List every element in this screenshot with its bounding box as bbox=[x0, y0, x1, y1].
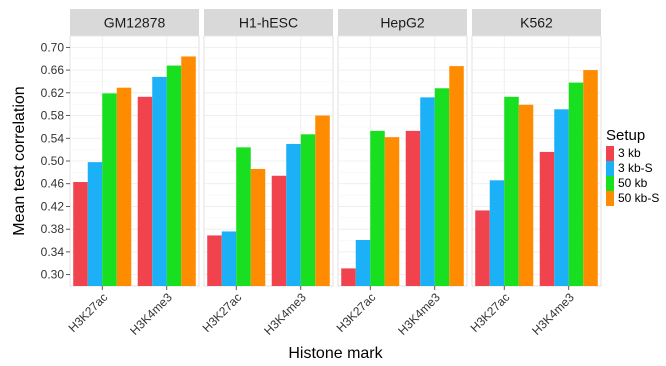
bar-GM12878-H3K4me3-3-kb-S bbox=[152, 76, 167, 286]
bar-H1-hESC-H3K4me3-50-kb bbox=[300, 134, 316, 286]
bar-HepG2-H3K27ac-3-kb-S bbox=[355, 239, 371, 286]
facet-strip bbox=[70, 9, 199, 36]
y-tick-label: 0.30 bbox=[41, 268, 65, 282]
bar-HepG2-H3K4me3-50-kb bbox=[434, 88, 450, 287]
bar-H1-hESC-H3K27ac-50-kb-S bbox=[250, 168, 266, 286]
bar-HepG2-H3K4me3-3-kb-S bbox=[420, 97, 435, 286]
facet-label: H1-hESC bbox=[239, 15, 298, 31]
bar-GM12878-H3K4me3-3-kb bbox=[137, 96, 153, 286]
bar-K562-H3K4me3-50-kb-S bbox=[583, 70, 598, 286]
y-tick-label: 0.70 bbox=[41, 40, 65, 54]
y-tick-label: 0.58 bbox=[41, 109, 65, 123]
y-tick-label: 0.38 bbox=[41, 222, 65, 236]
bar-HepG2-H3K27ac-3-kb bbox=[341, 268, 356, 286]
x-tick-label: H3K27ac bbox=[334, 290, 379, 335]
x-axis-title: Histone mark bbox=[288, 345, 383, 362]
bar-GM12878-H3K4me3-50-kb bbox=[166, 65, 182, 286]
bar-K562-H3K27ac-3-kb bbox=[475, 210, 490, 286]
legend-label: 50 kb bbox=[618, 176, 648, 190]
x-tick-label: H3K4me3 bbox=[261, 290, 309, 338]
bar-GM12878-H3K27ac-3-kb bbox=[73, 182, 88, 286]
bar-HepG2-H3K4me3-3-kb bbox=[405, 130, 421, 286]
bar-K562-H3K27ac-50-kb bbox=[504, 96, 519, 286]
facet-label: GM12878 bbox=[104, 15, 166, 31]
facet-strip bbox=[204, 9, 333, 36]
legend-key bbox=[606, 176, 614, 191]
bar-HepG2-H3K27ac-50-kb bbox=[370, 130, 385, 286]
bar-K562-H3K4me3-50-kb bbox=[568, 82, 584, 286]
y-tick-label: 0.50 bbox=[41, 154, 65, 168]
x-tick-label: H3K27ac bbox=[200, 290, 245, 335]
y-axis-title: Mean test correlation bbox=[11, 86, 28, 235]
legend-label: 3 kb bbox=[618, 146, 641, 160]
legend-key bbox=[606, 146, 614, 161]
x-tick-label: H3K4me3 bbox=[127, 290, 175, 338]
x-tick-label: H3K27ac bbox=[66, 290, 111, 335]
bar-K562-H3K4me3-3-kb bbox=[539, 151, 555, 286]
legend-label: 50 kb-S bbox=[618, 191, 659, 205]
bar-GM12878-H3K27ac-50-kb-S bbox=[116, 87, 132, 286]
bar-K562-H3K4me3-3-kb-S bbox=[554, 109, 569, 286]
legend-label: 3 kb-S bbox=[618, 161, 653, 175]
bar-GM12878-H3K27ac-3-kb-S bbox=[87, 162, 103, 286]
facet-label: K562 bbox=[520, 15, 553, 31]
bar-K562-H3K27ac-3-kb-S bbox=[489, 180, 505, 286]
x-tick-label: H3K27ac bbox=[468, 290, 513, 335]
bar-H1-hESC-H3K4me3-3-kb bbox=[271, 175, 287, 286]
bar-H1-hESC-H3K27ac-3-kb bbox=[207, 235, 222, 286]
bar-GM12878-H3K27ac-50-kb bbox=[102, 93, 117, 286]
bar-K562-H3K27ac-50-kb-S bbox=[518, 104, 534, 286]
bar-GM12878-H3K4me3-50-kb-S bbox=[181, 56, 196, 287]
bar-H1-hESC-H3K4me3-50-kb-S bbox=[315, 115, 330, 286]
y-tick-label: 0.42 bbox=[41, 199, 65, 213]
bar-H1-hESC-H3K27ac-50-kb bbox=[236, 147, 251, 286]
x-tick-label: H3K4me3 bbox=[529, 290, 577, 338]
facet-strip bbox=[338, 9, 467, 36]
y-tick-label: 0.62 bbox=[41, 86, 65, 100]
y-tick-label: 0.46 bbox=[41, 177, 65, 191]
y-tick-label: 0.54 bbox=[41, 131, 65, 145]
legend-key bbox=[606, 191, 614, 206]
bar-H1-hESC-H3K4me3-3-kb-S bbox=[286, 143, 301, 286]
facet-label: HepG2 bbox=[380, 15, 425, 31]
y-tick-label: 0.66 bbox=[41, 63, 65, 77]
legend-title: Setup bbox=[606, 127, 645, 144]
bar-H1-hESC-H3K27ac-3-kb-S bbox=[221, 231, 237, 286]
bar-HepG2-H3K4me3-50-kb-S bbox=[449, 66, 464, 286]
facet-strip bbox=[472, 9, 601, 36]
y-tick-label: 0.34 bbox=[41, 245, 65, 259]
bar-HepG2-H3K27ac-50-kb-S bbox=[384, 137, 400, 286]
x-tick-label: H3K4me3 bbox=[395, 290, 443, 338]
legend-key bbox=[606, 161, 614, 176]
